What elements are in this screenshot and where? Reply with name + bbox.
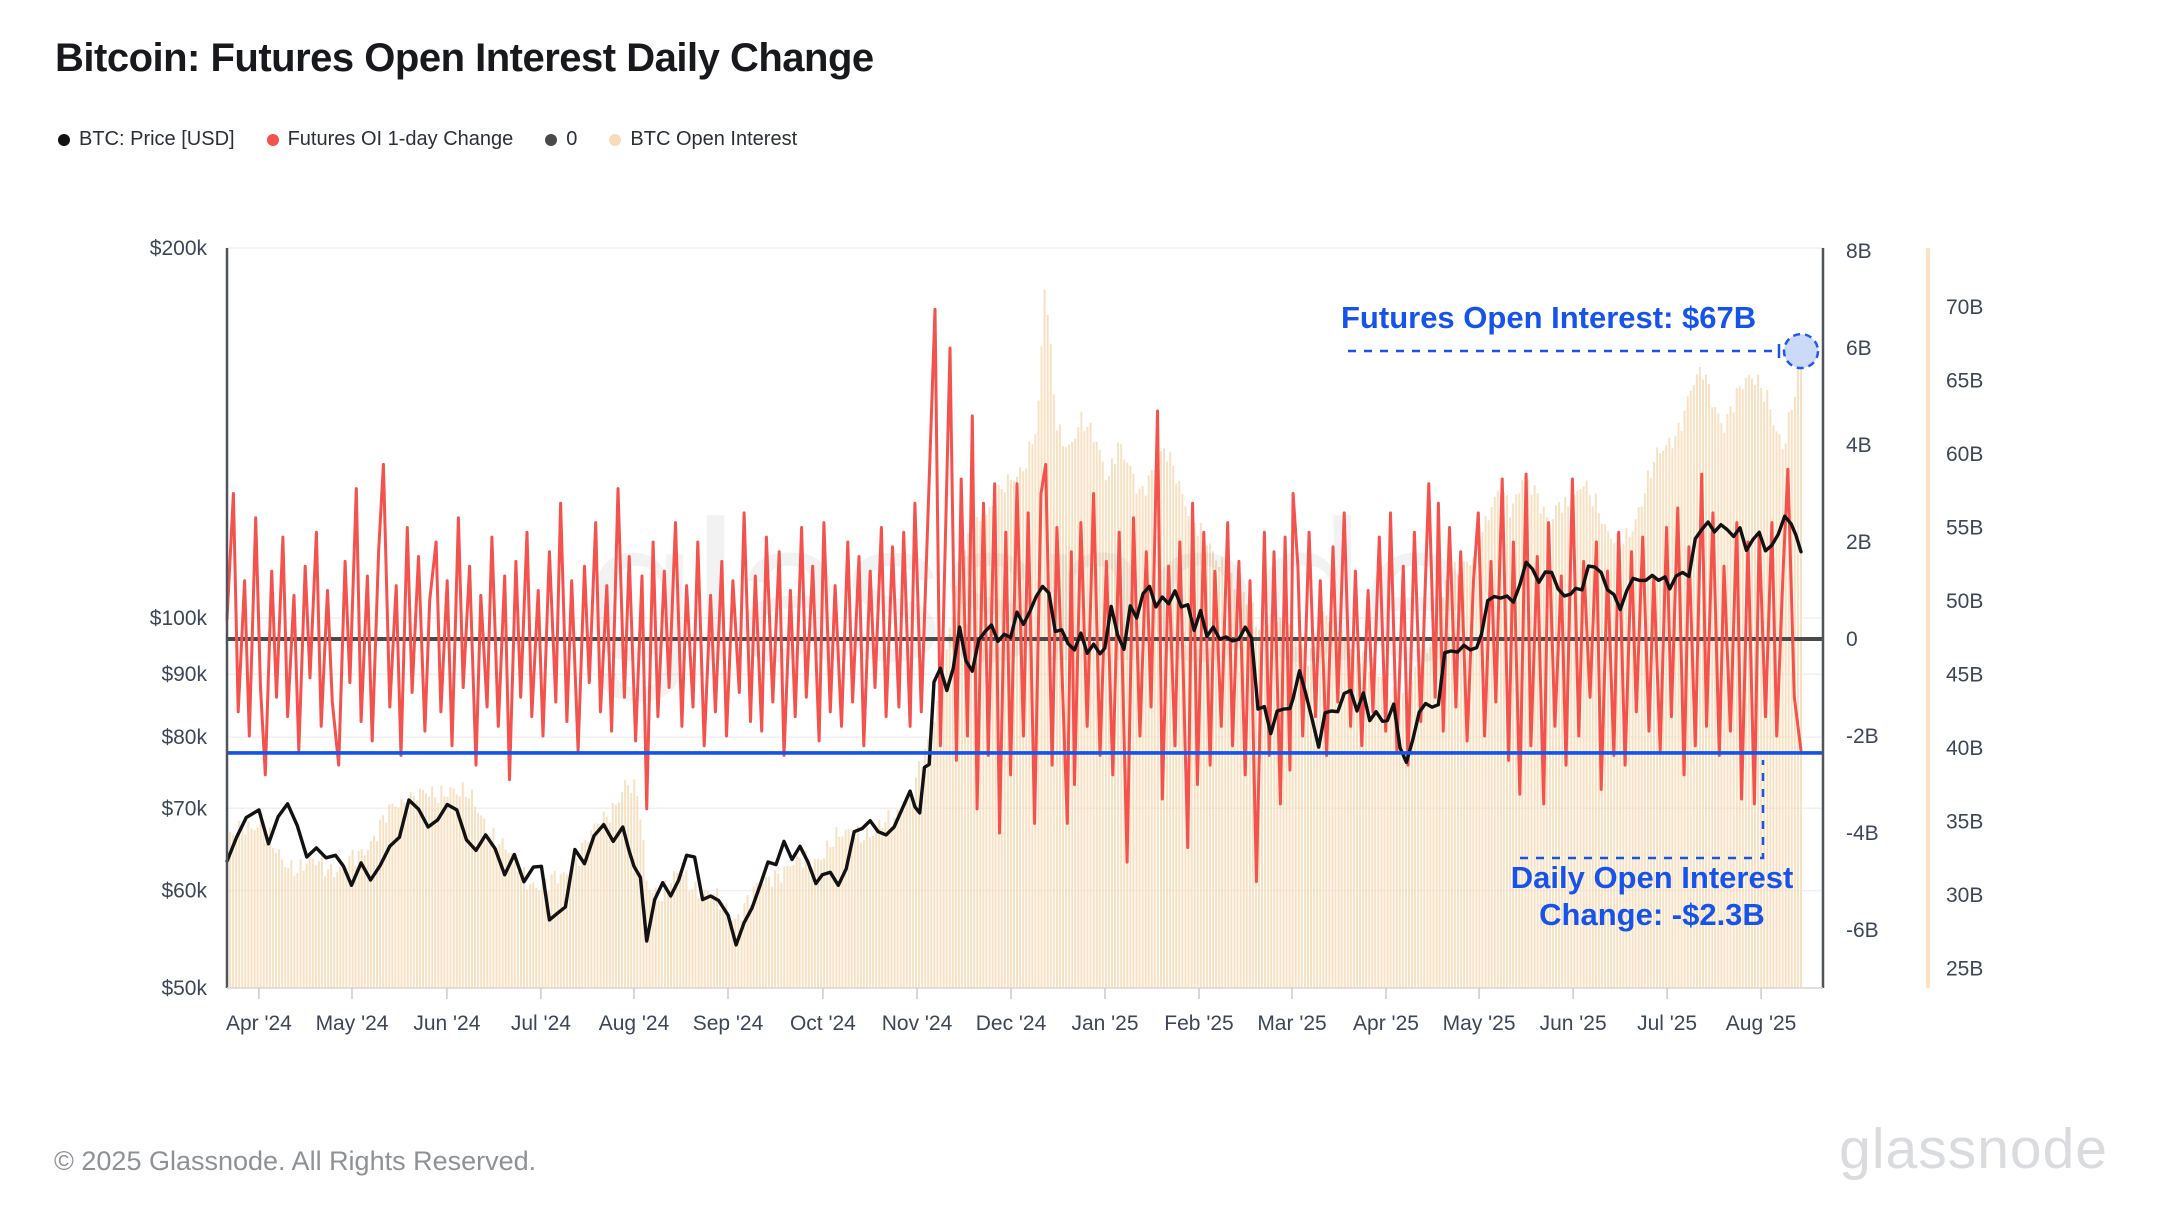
legend-item-1[interactable]: Futures OI 1-day Change	[266, 128, 514, 151]
x-axis-tick-label: Jul '24	[511, 1012, 571, 1035]
x-axis-tick-label: Jul '25	[1637, 1012, 1697, 1035]
y-axis-left-tick-label: $80k	[161, 726, 207, 749]
btc-price-line	[225, 514, 1803, 947]
legend-dot-icon	[266, 133, 279, 146]
glassnode-logo: glassnode	[1839, 1117, 2108, 1181]
x-axis-tick-label: Jun '24	[413, 1012, 480, 1035]
x-axis-tick-label: Aug '25	[1726, 1012, 1797, 1035]
x-axis-tick-label: Oct '24	[790, 1012, 856, 1035]
y-axis-change-tick-label: 8B	[1846, 240, 1872, 263]
x-axis-tick-label: Sep '24	[693, 1012, 764, 1035]
y-axis-total-tick-label: 45B	[1946, 664, 1983, 687]
annotation-daily-oi-change-line1: Daily Open Interest	[1510, 860, 1794, 895]
x-axis-tick-label: Apr '24	[226, 1012, 292, 1035]
y-axis-total-tick-label: 40B	[1946, 737, 1983, 760]
y-axis-left-tick-label: $70k	[161, 797, 207, 820]
legend-item-label: 0	[566, 128, 578, 150]
x-axis-tick-label: May '25	[1443, 1012, 1516, 1035]
y-axis-change-tick-label: 0	[1846, 628, 1858, 651]
y-axis-total-tick-label: 55B	[1946, 517, 1983, 540]
annotation-dash-oi-change	[1520, 760, 1765, 860]
x-axis-tick-label: Mar '25	[1257, 1012, 1326, 1035]
x-axis-tick-label: Jan '25	[1071, 1012, 1138, 1035]
y-axis-total-tick-label: 50B	[1946, 590, 1983, 613]
legend-dot-icon	[545, 133, 558, 146]
x-axis-tick-label: Dec '24	[976, 1012, 1047, 1035]
legend-item-label: Futures OI 1-day Change	[287, 128, 514, 150]
page-title: Bitcoin: Futures Open Interest Daily Cha…	[55, 36, 874, 80]
x-axis-tick-label: Feb '25	[1164, 1012, 1233, 1035]
y-axis-total-tick-label: 35B	[1946, 811, 1983, 834]
y-axis-left-tick-label: $100k	[150, 607, 208, 630]
y-axis-total-tick-label: 30B	[1946, 884, 1983, 907]
x-axis-tick-label: Jun '25	[1540, 1012, 1607, 1035]
x-axis-tick-label: Aug '24	[599, 1012, 670, 1035]
annotation-futures-open-interest: Futures Open Interest: $67B	[1341, 300, 1757, 335]
y-axis-total-tick-label: 70B	[1946, 296, 1983, 319]
legend-item-label: BTC: Price [USD]	[79, 128, 235, 150]
end-marker-circle	[1782, 332, 1820, 370]
legend-dot-icon	[609, 133, 622, 146]
y-axis-change-tick-label: 2B	[1846, 531, 1872, 554]
legend-item-3[interactable]: BTC Open Interest	[609, 128, 797, 151]
y-axis-total-tick-label: 60B	[1946, 443, 1983, 466]
legend-item-label: BTC Open Interest	[630, 128, 798, 150]
y-axis-change-tick-label: -6B	[1846, 919, 1879, 942]
y-axis-total-tick-label: 65B	[1946, 370, 1983, 393]
y-axis-total-tick-label: 25B	[1946, 958, 1983, 981]
x-axis-tick-label: May '24	[316, 1012, 389, 1035]
y-axis-change-tick-label: -2B	[1846, 725, 1879, 748]
y-axis-left-tick-label: $50k	[161, 977, 207, 1000]
y-axis-left-tick-label: $90k	[161, 663, 207, 686]
x-axis-tick-label: Apr '25	[1353, 1012, 1419, 1035]
annotation-daily-oi-change-line2: Change: -$2.3B	[1539, 896, 1765, 932]
y-axis-change-tick-label: 6B	[1846, 337, 1872, 360]
legend-item-2[interactable]: 0	[545, 128, 577, 151]
x-axis-tick-label: Nov '24	[882, 1012, 953, 1035]
y-axis-change-tick-label: -4B	[1846, 822, 1879, 845]
y-axis-change-tick-label: 4B	[1846, 434, 1872, 457]
copyright-text: © 2025 Glassnode. All Rights Reserved.	[54, 1146, 537, 1176]
y-axis-left-tick-label: $200k	[150, 237, 208, 260]
y-axis-left-tick-label: $60k	[161, 880, 207, 903]
oi-change-line	[225, 307, 1803, 883]
legend-item-0[interactable]: BTC: Price [USD]	[58, 128, 235, 151]
annotation-daily-oi-change: Daily Open Interest Change: -$2.3B	[1452, 860, 1852, 933]
legend: BTC: Price [USD] Futures OI 1-day Change 0…	[58, 128, 797, 151]
legend-dot-icon	[58, 133, 70, 146]
